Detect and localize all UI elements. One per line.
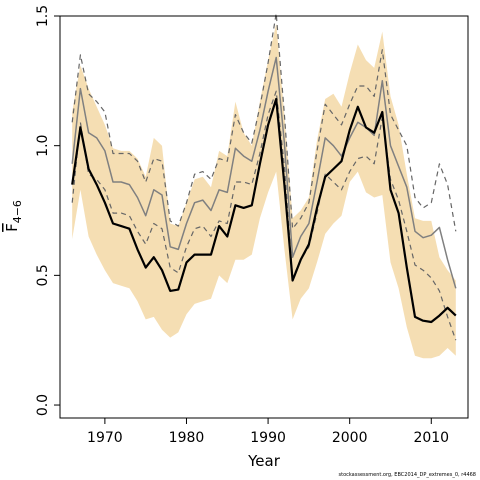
y-axis-label-main: F — [3, 223, 21, 232]
axes: 1970 1980 1990 2000 2010 0.0 0.5 1.0 1.5 — [35, 5, 469, 446]
plot-frame — [59, 15, 469, 419]
x-tick-label: 2000 — [332, 430, 368, 446]
x-tick-label: 1970 — [87, 430, 123, 446]
y-axis-label-sub: 4−6 — [11, 200, 24, 223]
series-line-previous-upper — [71, 12, 457, 232]
confidence-band — [72, 23, 456, 359]
y-tick-label: 0.5 — [35, 264, 51, 286]
svg-text:F4−6: F4−6 — [3, 200, 24, 232]
y-axis-label: F4−6 — [3, 200, 24, 232]
series-line-estimate — [71, 97, 457, 324]
x-axis-label: Year — [247, 452, 281, 470]
series-line-previous — [71, 56, 457, 289]
x-tick-label: 2010 — [413, 430, 449, 446]
x-tick-label: 1990 — [250, 430, 286, 446]
y-tick-label: 1.5 — [35, 5, 51, 27]
y-tick-label: 1.0 — [35, 135, 51, 157]
plot-area — [71, 12, 457, 359]
x-tick-label: 1980 — [169, 430, 205, 446]
credit-text: stockassessment.org, EBC2014_DP_extremes… — [338, 472, 477, 478]
y-tick-label: 0.0 — [35, 394, 51, 416]
